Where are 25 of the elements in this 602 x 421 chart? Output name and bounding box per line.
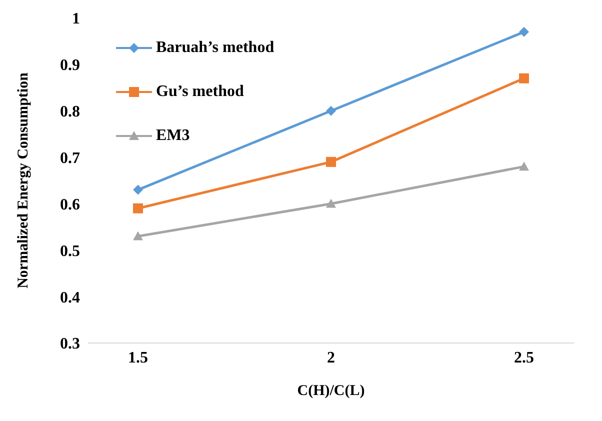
point (519, 26, 529, 37)
point (326, 198, 336, 208)
point (519, 73, 529, 84)
y-axis-title: Normalized Energy Consumption (15, 72, 32, 288)
point (133, 231, 143, 240)
y-tick-label: 0.3 (60, 336, 80, 353)
point (133, 203, 143, 214)
y-tick-label: 0.7 (60, 150, 80, 167)
x-axis-title: C(H)/C(L) (297, 383, 365, 399)
legend-label: Gu’s method (156, 83, 244, 101)
y-tick-label: 0.8 (60, 104, 80, 121)
x-tick-label: 1.5 (128, 349, 148, 366)
y-tick-label: 0.9 (60, 57, 80, 74)
y-tick-label: 1 (72, 10, 80, 28)
x-tick-label: 2.5 (514, 349, 534, 366)
y-tick-label: 0.4 (60, 289, 80, 306)
legend-label: Baruah’s method (156, 39, 274, 57)
legend-label: EM3 (156, 127, 190, 145)
x-tick-label: 2 (327, 349, 335, 366)
y-tick-label: 0.6 (60, 196, 80, 214)
y-tick-label: 0.5 (60, 242, 80, 260)
point (519, 162, 529, 171)
point (326, 156, 336, 167)
point (133, 184, 143, 195)
point (326, 106, 336, 116)
